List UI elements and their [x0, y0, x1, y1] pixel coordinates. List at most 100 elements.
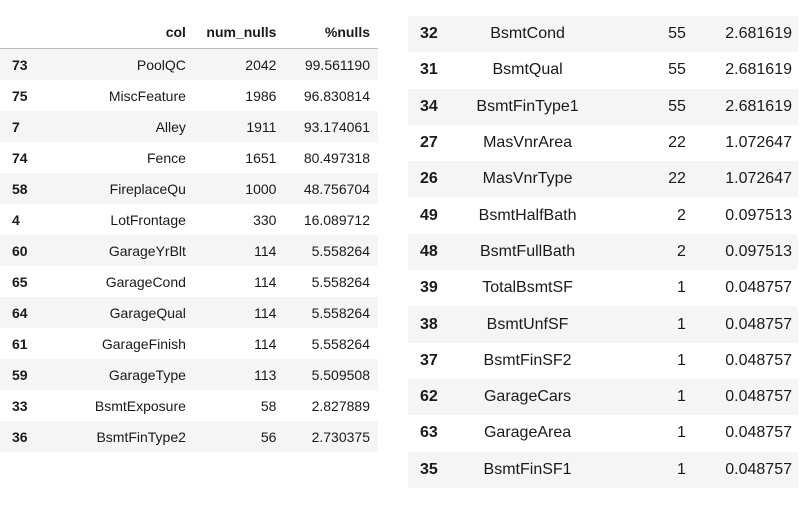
pct-nulls-cell: 5.558264 — [311, 304, 370, 321]
table-row: 61 GarageFinish 114 5.558264 — [0, 328, 378, 359]
row-index: 58 — [12, 180, 28, 197]
row-index: 27 — [420, 134, 438, 152]
pct-nulls-cell: 5.558264 — [311, 242, 370, 259]
pct-nulls-cell: 0.097513 — [725, 242, 792, 260]
num-nulls-cell: 58 — [260, 397, 277, 414]
row-index: 73 — [12, 56, 28, 73]
table-row: 62 GarageCars 1 0.048757 — [408, 378, 798, 416]
table-row: 75 MiscFeature 1986 96.830814 — [0, 80, 378, 111]
column-name-cell: MasVnrType — [482, 170, 573, 188]
pct-nulls-cell: 1.072647 — [725, 134, 792, 152]
column-name-cell: BsmtFinSF1 — [483, 460, 572, 478]
pct-nulls-header: %nulls — [276, 16, 378, 49]
row-index: 38 — [420, 315, 438, 333]
num-nulls-cell: 2042 — [245, 56, 277, 73]
row-index: 63 — [420, 424, 438, 442]
num-nulls-cell: 1 — [677, 388, 686, 406]
pct-nulls-cell: 80.497318 — [303, 149, 370, 166]
column-name-cell: BsmtFinType1 — [476, 97, 579, 115]
null-counts-table-left: col num_nulls %nulls 73 PoolQC 2042 99.5611… — [0, 16, 378, 452]
pct-nulls-cell: 0.048757 — [725, 315, 792, 333]
column-name-cell: FireplaceQu — [109, 180, 186, 197]
table-row: 74 Fence 1651 80.497318 — [0, 142, 378, 173]
num-nulls-header: num_nulls — [189, 16, 277, 49]
table-row: 34 BsmtFinType1 55 2.681619 — [408, 88, 798, 125]
column-name-cell: GarageQual — [109, 304, 186, 321]
num-nulls-cell: 1 — [677, 315, 686, 333]
table-row: 38 BsmtUnfSF 1 0.048757 — [408, 306, 798, 343]
table-row: 48 BsmtFullBath 2 0.097513 — [408, 233, 798, 271]
num-nulls-cell: 2 — [677, 242, 686, 260]
num-nulls-cell: 1 — [677, 351, 686, 369]
num-nulls-cell: 56 — [260, 428, 277, 445]
column-name-cell: GarageArea — [483, 424, 572, 442]
row-index: 64 — [12, 304, 28, 321]
column-name-cell: BsmtUnfSF — [486, 315, 569, 333]
row-index: 31 — [420, 61, 438, 79]
num-nulls-cell: 1651 — [245, 149, 277, 166]
table-row: 26 MasVnrType 22 1.072647 — [408, 161, 798, 198]
table-row: 58 FireplaceQu 1000 48.756704 — [0, 173, 378, 204]
num-nulls-cell: 113 — [254, 366, 277, 383]
row-index: 34 — [420, 97, 438, 115]
row-index: 65 — [12, 273, 28, 290]
pct-nulls-cell: 5.558264 — [311, 335, 370, 352]
table-row: 49 BsmtHalfBath 2 0.097513 — [408, 197, 798, 234]
table-row: 4 LotFrontage 330 16.089712 — [0, 204, 378, 235]
num-nulls-cell: 55 — [668, 61, 686, 79]
table-row: 73 PoolQC 2042 99.561190 — [0, 48, 378, 80]
column-name-cell: GarageCond — [105, 273, 186, 290]
col-header: col — [53, 16, 190, 49]
column-name-cell: BsmtHalfBath — [478, 206, 577, 224]
pct-nulls-cell: 1.072647 — [725, 170, 792, 188]
pct-nulls-cell: 5.558264 — [311, 273, 370, 290]
row-index: 75 — [12, 87, 28, 104]
num-nulls-cell: 1911 — [246, 118, 277, 135]
row-index: 59 — [12, 366, 28, 383]
table-row: 39 TotalBsmtSF 1 0.048757 — [408, 270, 798, 307]
num-nulls-cell: 22 — [668, 134, 686, 152]
pct-nulls-cell: 2.681619 — [725, 97, 792, 115]
pct-nulls-cell: 48.756704 — [303, 180, 370, 197]
column-name-cell: BsmtFullBath — [479, 242, 576, 260]
column-name-cell: BsmtQual — [492, 61, 563, 79]
column-name-cell: Alley — [155, 118, 186, 135]
pct-nulls-cell: 5.509508 — [311, 366, 370, 383]
num-nulls-cell: 55 — [668, 97, 686, 115]
pct-nulls-cell: 0.048757 — [725, 351, 792, 369]
pct-nulls-cell: 16.089712 — [303, 211, 370, 228]
column-name-cell: Fence — [147, 149, 186, 166]
row-index: 33 — [12, 397, 28, 414]
pct-nulls-cell: 93.174061 — [303, 118, 370, 135]
pct-nulls-cell: 2.827889 — [311, 397, 370, 414]
null-counts-table-right: 32 BsmtCond 55 2.681619 31 BsmtQual 55 2.681619… — [408, 16, 798, 488]
column-name-cell: LotFrontage — [110, 211, 186, 228]
column-name-cell: BsmtFinType2 — [96, 428, 186, 445]
column-name-cell: BsmtFinSF2 — [483, 351, 572, 369]
table-row: 64 GarageQual 114 5.558264 — [0, 297, 378, 328]
table-row: 36 BsmtFinType2 56 2.730375 — [0, 421, 378, 452]
row-index: 61 — [12, 335, 28, 352]
column-name-cell: TotalBsmtSF — [482, 279, 573, 297]
column-name-cell: PoolQC — [136, 56, 186, 73]
column-name-cell: MiscFeature — [108, 87, 186, 104]
table-row: 65 GarageCond 114 5.558264 — [0, 266, 378, 297]
pct-nulls-cell: 0.048757 — [725, 424, 792, 442]
num-nulls-cell: 1 — [677, 424, 686, 442]
table-row: 63 GarageArea 1 0.048757 — [408, 415, 798, 452]
column-name-cell: MasVnrArea — [483, 134, 573, 152]
table-row: 27 MasVnrArea 22 1.072647 — [408, 124, 798, 162]
num-nulls-cell: 1 — [677, 460, 686, 478]
num-nulls-cell: 114 — [254, 242, 277, 259]
table-row: 37 BsmtFinSF2 1 0.048757 — [408, 342, 798, 379]
column-name-cell: BsmtCond — [490, 25, 565, 43]
table-row: 31 BsmtQual 55 2.681619 — [408, 52, 798, 89]
row-index: 7 — [12, 118, 20, 135]
table-row: 60 GarageYrBlt 114 5.558264 — [0, 235, 378, 266]
table-row: 7 Alley 1911 93.174061 — [0, 111, 378, 142]
num-nulls-cell: 2 — [677, 206, 686, 224]
column-name-cell: GarageFinish — [101, 335, 186, 352]
column-name-cell: GarageType — [108, 366, 186, 383]
pct-nulls-cell: 2.681619 — [725, 61, 792, 79]
num-nulls-cell: 114 — [254, 304, 277, 321]
